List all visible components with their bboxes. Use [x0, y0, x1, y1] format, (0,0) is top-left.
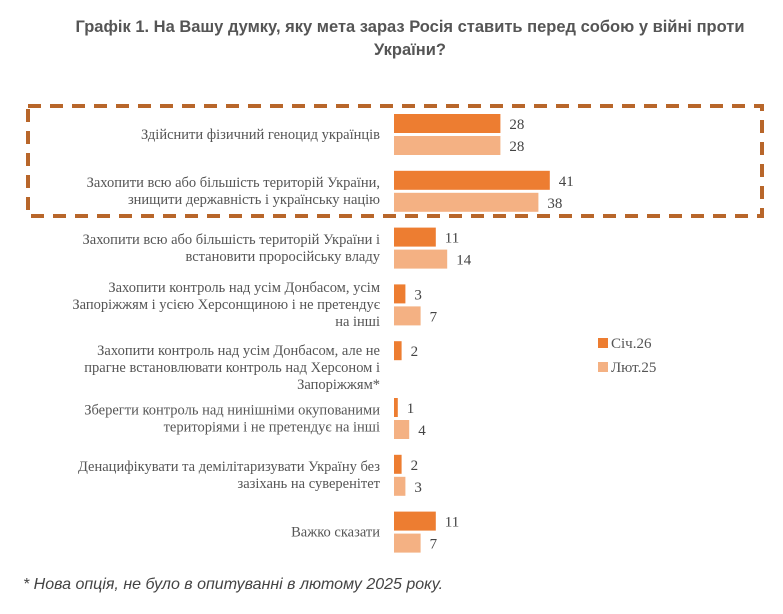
data-label: 7	[430, 309, 438, 325]
highlight-dashed-box	[26, 104, 764, 218]
bar-lyut25	[394, 192, 539, 212]
bar-lyut25	[394, 249, 448, 269]
data-label: 11	[445, 231, 459, 247]
category-label: знищити державність і українську націю	[128, 192, 380, 208]
bar-sich26	[394, 227, 436, 247]
category-label: Запоріжжям*	[297, 377, 380, 393]
category-label: Захопити всю або більшість територій Укр…	[87, 175, 380, 191]
category-label: зазіхань на суверенітет	[237, 476, 380, 492]
bar-lyut25	[394, 533, 421, 553]
category-label: Денацифікувати та демілітаризувати Украї…	[78, 459, 380, 475]
bar-lyut25	[394, 306, 421, 326]
category-label: прагне встановлювати контроль над Херсон…	[84, 360, 380, 376]
data-label: 3	[414, 287, 422, 303]
legend-swatch	[598, 338, 608, 348]
category-label: Запоріжжям і усією Херсонщиною і не прет…	[72, 297, 380, 313]
legend-swatch	[598, 362, 608, 372]
data-label: 11	[445, 515, 459, 531]
bar-sich26	[394, 454, 402, 474]
legend-label: Січ.26	[611, 336, 652, 352]
data-label: 4	[418, 423, 426, 439]
category-label: Здійснити фізичний геноцид українців	[141, 127, 380, 143]
bar-sich26	[394, 511, 436, 531]
category-label: територіями і не претендує на інші	[164, 419, 380, 435]
data-label: 3	[414, 480, 422, 496]
bar-sich26	[394, 284, 406, 304]
data-label: 14	[456, 253, 472, 269]
bar-lyut25	[394, 420, 410, 439]
bar-lyut25	[394, 136, 501, 155]
legend-label: Лют.25	[611, 360, 656, 376]
bar-sich26	[394, 170, 550, 190]
data-label: 2	[411, 344, 419, 360]
data-label: 7	[430, 537, 438, 553]
category-label: Важко сказати	[291, 524, 380, 540]
bar-sich26	[394, 398, 398, 417]
bar-sich26	[394, 114, 501, 133]
data-label: 38	[547, 196, 562, 212]
category-label: Захопити контроль над усім Донбасом, усі…	[108, 280, 380, 296]
chart-title: Графік 1. На Вашу думку, яку мета зараз …	[40, 16, 780, 62]
category-label: Захопити контроль над усім Донбасом, але…	[97, 343, 380, 359]
data-label: 1	[407, 401, 415, 417]
chart-title-line-2: України?	[374, 41, 446, 59]
category-label: встановити проросійську владу	[185, 249, 380, 265]
data-label: 41	[559, 174, 574, 190]
data-label: 2	[411, 458, 419, 474]
data-label: 28	[509, 139, 524, 155]
bar-sich26	[394, 341, 402, 361]
category-label: Зберегти контроль над нинішніми окупован…	[84, 402, 380, 418]
category-label: Захопити всю або більшість територій Укр…	[83, 232, 380, 248]
data-label: 28	[509, 117, 524, 133]
chart-title-line-1: Графік 1. На Вашу думку, яку мета зараз …	[75, 18, 745, 36]
category-label: на інші	[335, 314, 380, 330]
bar-lyut25	[394, 476, 406, 496]
footnote: * Нова опція, не було в опитуванні в лют…	[23, 576, 444, 593]
